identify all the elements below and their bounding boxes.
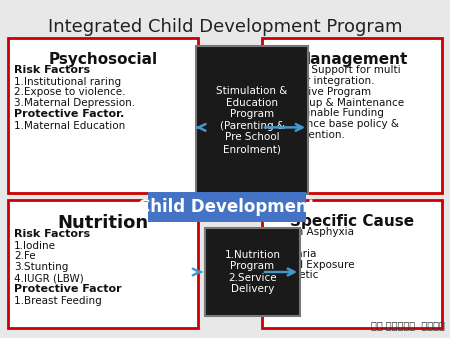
Text: 2.Expose to violence.: 2.Expose to violence. (14, 88, 126, 97)
Text: 2.Fe: 2.Fe (14, 251, 36, 262)
Text: 3.Stunting: 3.Stunting (14, 262, 68, 272)
Text: 4.IUGR (LBW): 4.IUGR (LBW) (14, 273, 84, 283)
Text: 1.Breast Feeding: 1.Breast Feeding (14, 296, 102, 306)
Text: Intervention.: Intervention. (268, 130, 345, 140)
Text: 3.Malaria: 3.Malaria (268, 249, 316, 259)
Text: Risk Factors: Risk Factors (14, 229, 90, 239)
Bar (262, 200, 442, 328)
Text: Protective Factor: Protective Factor (14, 284, 122, 294)
Text: Specific Cause: Specific Cause (290, 214, 414, 229)
Text: 2.HIV: 2.HIV (268, 238, 296, 248)
Text: 1.Birth Asphyxia: 1.Birth Asphyxia (268, 227, 354, 237)
Text: Protective Factor.: Protective Factor. (14, 109, 124, 119)
Text: 2.Effective Program: 2.Effective Program (268, 87, 371, 97)
Text: Child Development: Child Development (138, 198, 316, 216)
Text: นพ.ชลทิค  อไรฤ: นพ.ชลทิค อไรฤ (371, 320, 445, 330)
Text: Scale up & Maintenance: Scale up & Maintenance (268, 98, 404, 107)
Bar (205, 228, 300, 316)
Bar (8, 200, 198, 328)
Text: Nutrition: Nutrition (58, 214, 148, 232)
Text: 1.Policy Support for multi: 1.Policy Support for multi (268, 65, 400, 75)
Text: Risk Factors: Risk Factors (14, 65, 90, 75)
Text: 1.Iodine: 1.Iodine (14, 241, 56, 250)
Text: sector integration.: sector integration. (268, 76, 374, 86)
Text: 1.Maternal Education: 1.Maternal Education (14, 121, 125, 131)
Text: 4.Evidence base policy &: 4.Evidence base policy & (268, 119, 399, 129)
Text: Integrated Child Development Program: Integrated Child Development Program (48, 18, 402, 36)
Text: 4.Lead Exposure: 4.Lead Exposure (268, 260, 355, 270)
Bar (8, 38, 198, 193)
Text: Psychosocial: Psychosocial (49, 52, 158, 67)
Text: 5.Genetic: 5.Genetic (268, 270, 319, 281)
Text: 1.Institutional raring: 1.Institutional raring (14, 77, 121, 87)
Text: Management: Management (296, 52, 408, 67)
Text: 1.Nutrition
Program
2.Service
Delivery: 1.Nutrition Program 2.Service Delivery (225, 249, 280, 294)
Bar (148, 192, 306, 222)
Text: 3.Sustainable Funding: 3.Sustainable Funding (268, 108, 384, 119)
Text: Stimulation &
Education
Program
(Parenting &
Pre School
Enrolment): Stimulation & Education Program (Parenti… (216, 86, 288, 154)
Text: 3.Maternal Depression.: 3.Maternal Depression. (14, 98, 135, 108)
Bar (196, 46, 308, 194)
Bar (262, 38, 442, 193)
